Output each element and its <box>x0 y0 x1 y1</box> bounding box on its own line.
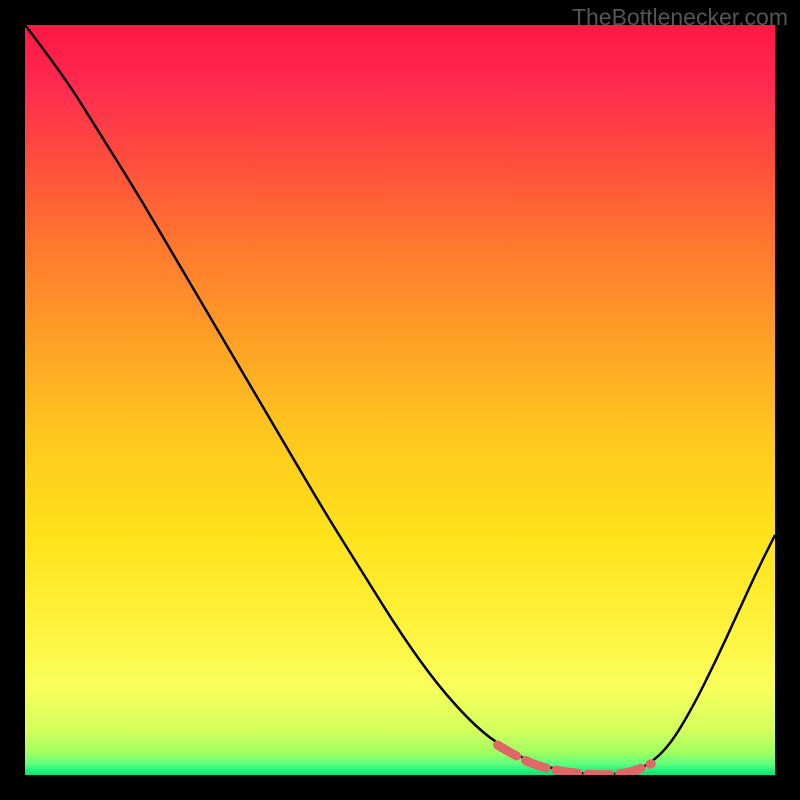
curve-layer <box>25 25 775 775</box>
highlight-segment <box>498 745 652 775</box>
chart-plot-area <box>25 25 775 775</box>
source-label: TheBottlenecker.com <box>572 4 788 31</box>
bottleneck-curve <box>25 25 775 774</box>
